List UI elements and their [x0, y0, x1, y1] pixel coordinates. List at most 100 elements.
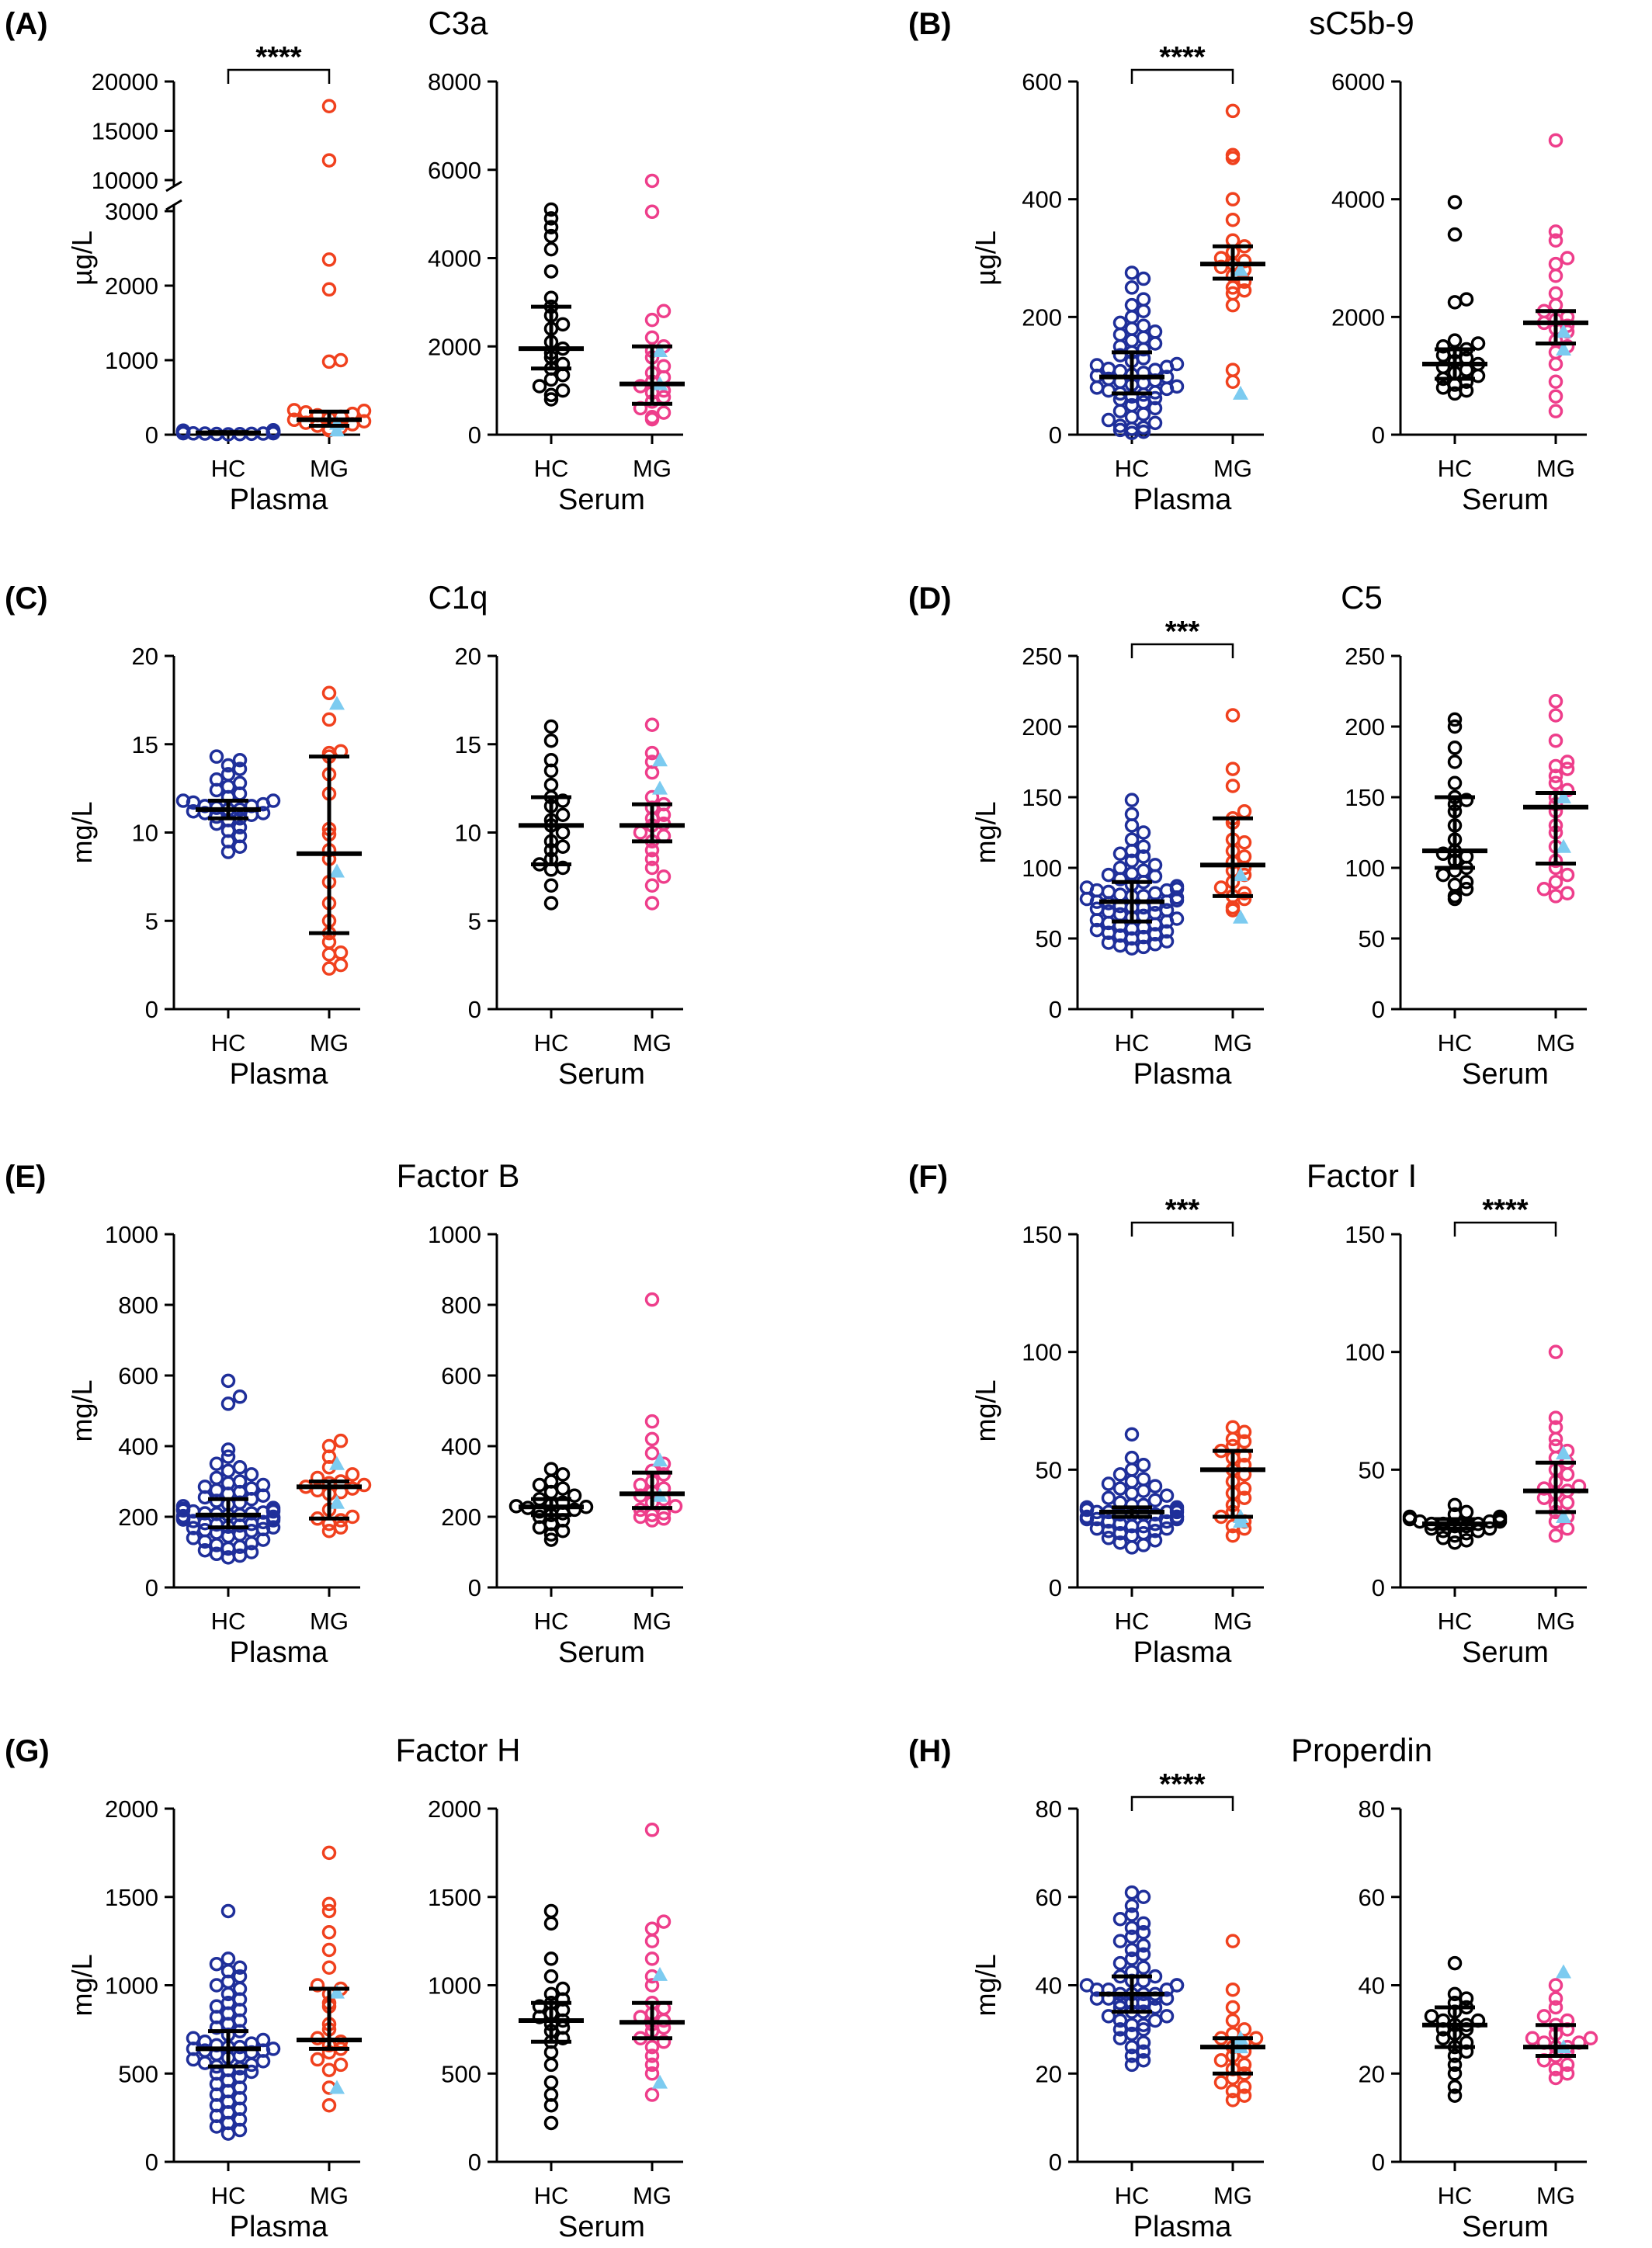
data-point — [345, 1467, 360, 1482]
data-point — [1225, 779, 1241, 793]
data-point — [1136, 1925, 1151, 1940]
data-point — [209, 1470, 224, 1486]
panel-letter: (A) — [5, 7, 48, 41]
data-point — [175, 423, 191, 438]
data-point — [1124, 1929, 1140, 1944]
data-point — [1124, 1450, 1140, 1466]
data-point — [644, 843, 660, 858]
data-point — [1560, 251, 1575, 265]
data-point — [1147, 415, 1163, 431]
x-axis-label: Serum — [558, 1636, 645, 1669]
data-point — [321, 1845, 337, 1861]
series-hc — [1079, 1427, 1185, 1555]
data-point — [644, 1823, 660, 1837]
data-point — [1147, 2013, 1163, 2028]
y-tick-label: 1000 — [428, 1972, 481, 2000]
x-tick-label: HC — [211, 455, 246, 482]
data-point — [333, 957, 349, 973]
data-point — [1124, 793, 1140, 807]
data-point — [1548, 733, 1564, 748]
series-mg — [1523, 133, 1588, 418]
triangle-point — [1233, 262, 1248, 276]
y-axis-label: mg/L — [66, 1954, 98, 2016]
y-tick-label: 60 — [1359, 1884, 1385, 1911]
data-point — [321, 947, 337, 962]
triangle-point — [329, 1984, 345, 1999]
series-hc — [1079, 1885, 1185, 2073]
data-point — [220, 1903, 236, 1919]
series-hc — [519, 202, 584, 407]
y-axis-label: µg/L — [66, 231, 98, 286]
y-tick-label: 8000 — [428, 68, 481, 95]
data-point — [543, 1903, 559, 1919]
series-mg — [297, 685, 362, 976]
data-point — [543, 228, 559, 244]
data-point — [644, 2066, 660, 2081]
data-point — [1548, 889, 1564, 904]
data-point — [333, 945, 349, 960]
data-point — [1548, 1978, 1564, 1993]
y-tick-label: 0 — [145, 996, 158, 1023]
x-tick-label: HC — [1438, 2182, 1473, 2209]
data-point — [1112, 404, 1128, 418]
panel-title: Properdin — [1291, 1732, 1432, 1768]
data-point — [186, 2031, 201, 2045]
y-tick-label: 200 — [441, 1504, 481, 1531]
data-point — [1136, 271, 1151, 286]
data-point — [333, 1433, 349, 1448]
data-point — [232, 1969, 248, 1984]
data-point — [1159, 934, 1175, 949]
data-point — [1124, 1951, 1140, 1966]
data-point — [1560, 2057, 1575, 2073]
data-point — [1136, 2017, 1151, 2032]
data-point — [1136, 2052, 1151, 2068]
y-tick-label: 0 — [468, 996, 481, 1023]
data-point — [1124, 1474, 1140, 1489]
y-tick-label: 15 — [455, 731, 481, 758]
y-tick-label: 200 — [118, 1504, 158, 1531]
series-hc — [175, 749, 281, 859]
data-point — [1560, 2066, 1575, 2081]
data-point — [543, 264, 559, 279]
data-point — [1101, 935, 1116, 950]
data-point — [1112, 2022, 1128, 2037]
y-tick-label: 6000 — [1331, 68, 1385, 95]
x-axis-label: Plasma — [1133, 1636, 1233, 1669]
data-point — [1124, 2057, 1140, 2073]
data-point — [1482, 1521, 1498, 1536]
data-point — [644, 1951, 660, 1966]
data-point — [1548, 758, 1564, 774]
x-tick-label: HC — [1438, 1608, 1473, 1635]
data-point — [1136, 1960, 1151, 1975]
y-tick-label: 10 — [455, 820, 481, 847]
data-point — [1237, 1424, 1252, 1440]
data-point — [644, 878, 660, 893]
series-hc — [1422, 195, 1487, 401]
y-tick-label: 0 — [1372, 996, 1385, 1023]
y-tick-label: 1000 — [105, 347, 158, 374]
data-point — [1435, 339, 1451, 354]
data-point — [567, 1488, 582, 1503]
data-point — [255, 2032, 271, 2048]
data-point — [255, 806, 271, 820]
data-point — [1159, 2009, 1175, 2024]
data-point — [1548, 1528, 1564, 1543]
data-point — [1124, 1462, 1140, 1477]
series-hc — [175, 1373, 281, 1565]
data-point — [1124, 2039, 1140, 2055]
data-point — [644, 717, 660, 732]
data-point — [1136, 1889, 1151, 1904]
data-point — [1447, 1986, 1463, 2002]
x-axis-label: Plasma — [230, 484, 329, 516]
x-axis-label: Plasma — [1133, 484, 1233, 516]
triangle-point — [329, 422, 345, 437]
x-tick-label: HC — [1115, 1029, 1150, 1056]
data-point — [555, 839, 571, 854]
data-point — [266, 793, 281, 808]
data-point — [1548, 269, 1564, 283]
data-point — [1536, 882, 1552, 897]
significance-label: **** — [1159, 1768, 1205, 1801]
